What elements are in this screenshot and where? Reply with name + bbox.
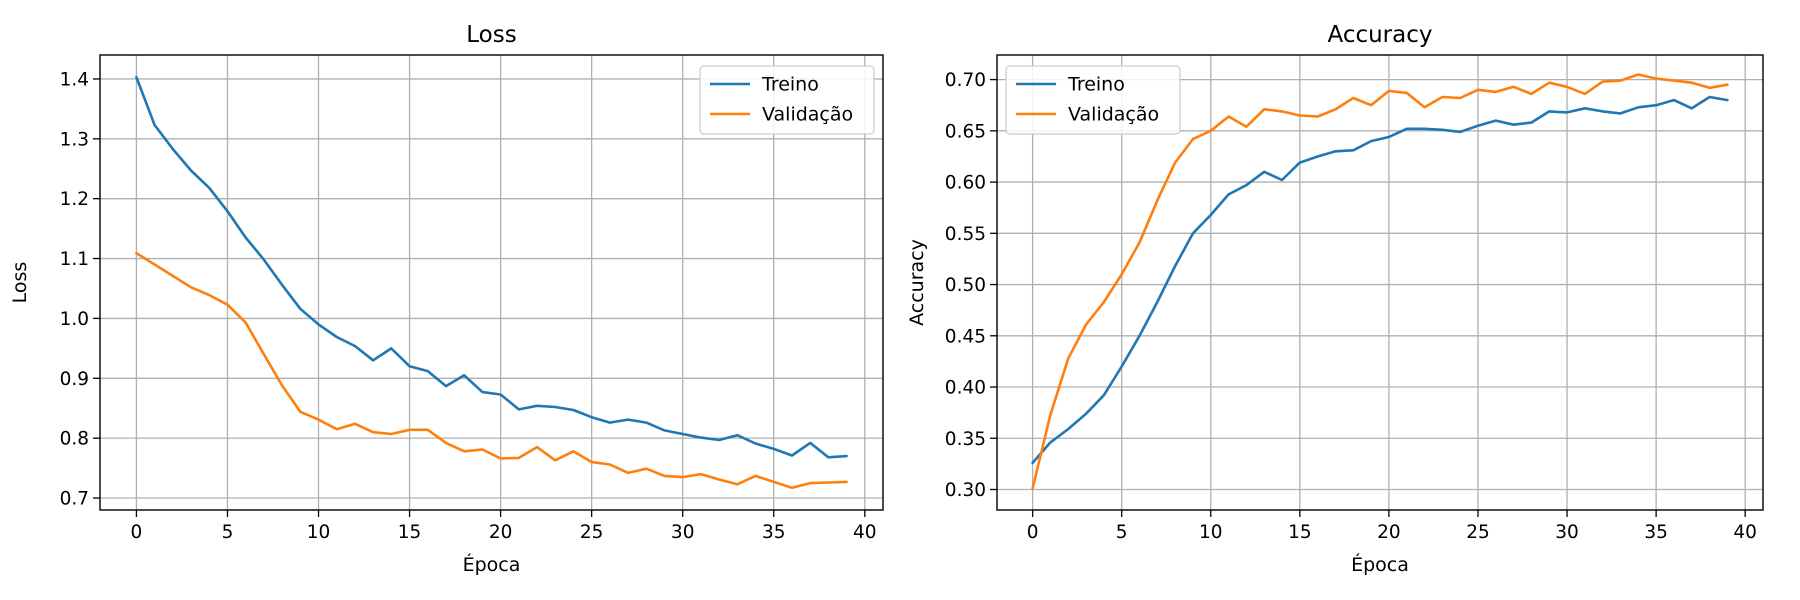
x-tick-label: 35 <box>762 522 786 543</box>
y-axis-title: Accuracy <box>906 239 928 326</box>
y-axis-title: Loss <box>9 262 31 304</box>
y-tick-label: 0.55 <box>945 224 986 245</box>
y-tick-label: 1.4 <box>60 69 89 90</box>
series-line-treino <box>135 75 848 459</box>
x-tick-label: 20 <box>489 522 513 543</box>
chart-panel-1: 0 5 10 15 20 25 30 35 40 0.7 0.8 0.9 1.0 1.1 1.2 1.3 1.4… <box>9 22 884 576</box>
x-tick-label: 40 <box>1733 522 1757 543</box>
x-tick-label: 0 <box>1027 522 1039 543</box>
y-tick-label: 1.2 <box>60 189 89 210</box>
chart-panel-2: 0 5 10 15 20 25 30 35 40 0.30 0.35 0.40 0.45 0.50 0.55… <box>906 22 1764 576</box>
y-tick-label: 0.8 <box>60 429 89 450</box>
x-tick-label: 15 <box>1288 522 1312 543</box>
x-tick-label: 0 <box>131 522 143 543</box>
legend: Treino Validação <box>699 65 875 135</box>
series-line-validacao <box>1031 73 1729 490</box>
x-axis-title: Época <box>1351 553 1409 576</box>
chart-title: Accuracy <box>1327 22 1432 48</box>
y-tick-label: 1.0 <box>60 309 89 330</box>
x-axis-title: Época <box>463 553 521 576</box>
x-tick-label: 20 <box>1377 522 1401 543</box>
chart-title: Loss <box>466 22 516 48</box>
y-tick-label: 0.9 <box>60 369 89 390</box>
y-tick-label: 0.70 <box>945 70 986 91</box>
x-tick-label: 5 <box>1116 522 1128 543</box>
x-tick-label: 30 <box>671 522 695 543</box>
grid <box>100 55 883 510</box>
y-tick-label: 0.40 <box>945 378 986 399</box>
y-tick-label: 0.50 <box>945 275 986 296</box>
plot-frame <box>996 54 1764 511</box>
x-tick-label: 5 <box>222 522 234 543</box>
x-tick-label: 40 <box>853 522 877 543</box>
legend: Treino Validação <box>1005 65 1181 135</box>
y-tick-label: 1.1 <box>60 249 89 270</box>
y-tick-label: 0.45 <box>945 326 986 347</box>
x-tick-label: 15 <box>398 522 422 543</box>
plot-frame <box>99 54 884 511</box>
legend-label-treino: Treino <box>1067 74 1125 96</box>
y-tick-label: 0.60 <box>945 173 986 194</box>
x-tick-label: 25 <box>580 522 604 543</box>
x-tick-label: 10 <box>307 522 331 543</box>
x-tick-label: 35 <box>1644 522 1668 543</box>
y-tick-label: 0.65 <box>945 121 986 142</box>
series-line-validacao <box>135 251 848 490</box>
x-tick-label: 25 <box>1466 522 1490 543</box>
y-tick-label: 0.30 <box>945 480 986 501</box>
x-tick-label: 10 <box>1199 522 1223 543</box>
legend-label-validacao: Validação <box>1068 104 1159 126</box>
legend-label-treino: Treino <box>761 74 819 96</box>
y-tick-label: 1.3 <box>60 129 89 150</box>
y-tick-label: 0.35 <box>945 429 986 450</box>
y-tick-label: 0.7 <box>60 489 89 510</box>
x-tick-label: 30 <box>1555 522 1579 543</box>
series-line-treino <box>1031 95 1729 465</box>
legend-label-validacao: Validação <box>762 104 853 126</box>
